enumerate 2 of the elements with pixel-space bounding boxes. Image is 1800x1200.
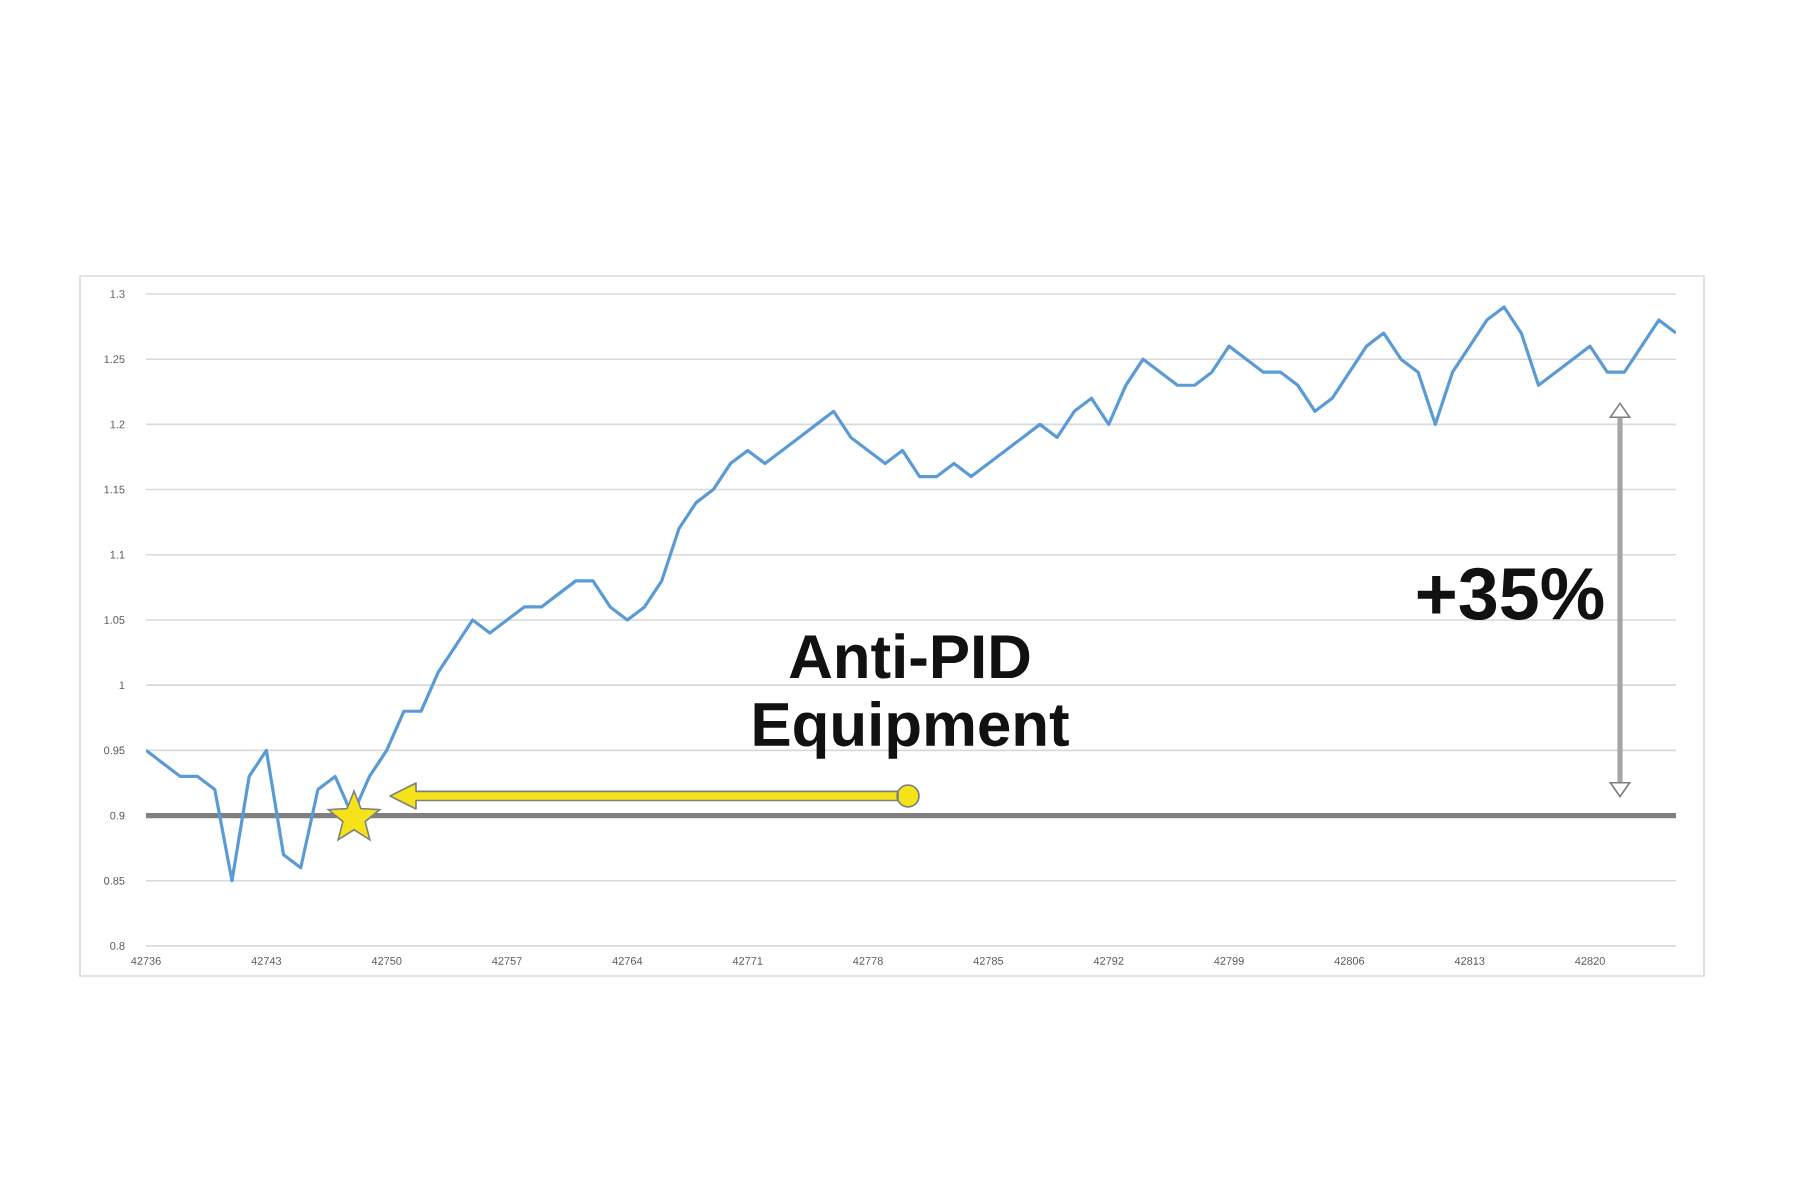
annotation: Anti-PID Equipment (754, 633, 1069, 759)
annotation: +35% (1417, 567, 1604, 621)
